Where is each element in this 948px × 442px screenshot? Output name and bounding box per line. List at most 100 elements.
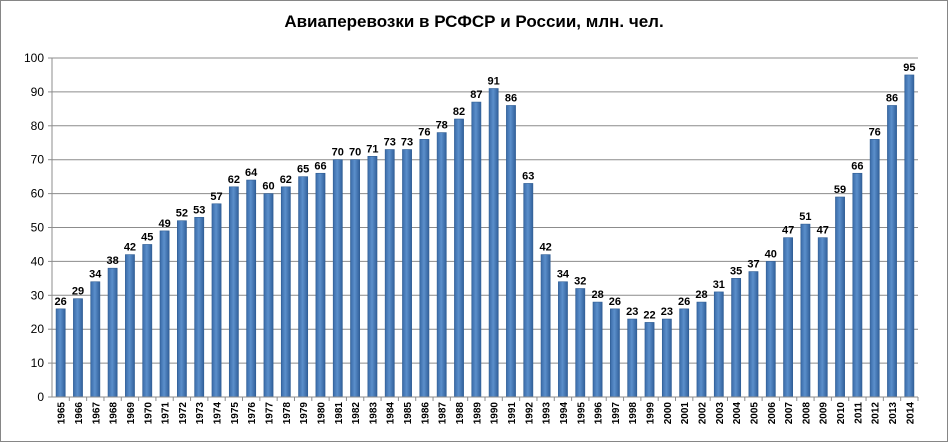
data-label: 91: [488, 76, 500, 88]
bar: [713, 291, 724, 398]
bars: [55, 74, 915, 398]
x-tick-label: 1996: [594, 402, 605, 425]
data-label: 38: [106, 255, 118, 267]
x-tick-label: 1975: [230, 402, 241, 425]
bar: [298, 176, 309, 398]
data-label: 40: [765, 248, 777, 260]
bar: [592, 301, 603, 398]
x-tick-label: 2014: [905, 402, 916, 425]
x-tick-label: 2003: [715, 402, 726, 425]
x-tick-label: 1978: [282, 402, 293, 425]
x-tick-label: 1997: [611, 402, 622, 425]
x-tick-label: 1995: [576, 402, 587, 425]
bar: [852, 172, 863, 398]
bar: [177, 220, 187, 398]
data-label: 73: [401, 137, 413, 149]
x-tick-label: 1973: [195, 402, 206, 425]
data-label: 71: [366, 143, 378, 155]
bar: [73, 298, 83, 398]
bar: [367, 156, 378, 398]
x-tick-label: 1974: [213, 402, 224, 425]
bar: [661, 318, 672, 398]
bar: [419, 139, 430, 398]
x-tick-label: 1993: [542, 402, 553, 425]
bar: [211, 203, 222, 398]
data-label: 26: [678, 296, 690, 308]
data-label: 52: [176, 208, 188, 220]
data-label: 76: [869, 126, 881, 138]
bar: [765, 261, 776, 398]
x-tick-label: 1966: [74, 402, 85, 425]
x-tick-label: 1981: [334, 402, 345, 425]
x-tick-label: 1994: [559, 402, 570, 425]
bar: [125, 254, 135, 398]
data-label: 29: [72, 286, 84, 298]
data-label: 42: [124, 242, 136, 254]
x-tick-label: 1986: [420, 402, 431, 425]
y-tick-label: 10: [31, 356, 45, 370]
x-tick-label: 1976: [247, 402, 258, 425]
x-tick-label: 1967: [91, 402, 102, 425]
x-tick-label: 1989: [472, 402, 483, 425]
data-label: 66: [314, 160, 326, 172]
y-axis-ticks: 0 10 20 30 40 50 60 70 80 90 100: [24, 51, 52, 404]
data-labels: 26 29 34 38 42 45 49 52 53 57 62 64 60 62 65 66 70 70 71 73…: [55, 62, 916, 321]
x-tick-label: 1970: [143, 402, 154, 425]
data-label: 82: [453, 106, 465, 118]
data-label: 60: [262, 181, 274, 193]
x-tick-label: 1999: [646, 402, 657, 425]
x-tick-label: 1985: [403, 402, 414, 425]
x-tick-label: 1983: [368, 402, 379, 425]
data-label: 53: [193, 204, 205, 216]
data-label: 28: [591, 289, 603, 301]
data-label: 28: [695, 289, 707, 301]
bar: [194, 217, 205, 398]
y-tick-label: 40: [31, 254, 45, 268]
data-label: 26: [55, 296, 67, 308]
y-tick-label: 0: [37, 390, 44, 404]
x-tick-label: 2010: [836, 402, 847, 425]
x-tick-label: 2008: [801, 402, 812, 425]
data-label: 37: [747, 259, 759, 271]
data-label: 70: [349, 147, 361, 159]
bar: [471, 101, 482, 398]
bar: [904, 74, 915, 398]
bar: [384, 149, 395, 398]
bar: [869, 139, 880, 398]
bar: [679, 308, 690, 398]
data-label: 35: [730, 265, 742, 277]
bar: [575, 288, 586, 398]
bar: [350, 159, 360, 398]
bar: [454, 118, 464, 398]
x-tick-label: 1979: [299, 402, 310, 425]
x-tick-label: 2000: [663, 402, 674, 425]
data-label: 31: [713, 279, 725, 291]
data-label: 95: [903, 62, 915, 74]
bar: [748, 271, 759, 398]
x-tick-label: 1984: [386, 402, 397, 425]
x-tick-label: 1969: [126, 402, 137, 425]
data-label: 23: [661, 306, 673, 318]
bar: [887, 105, 897, 398]
bar: [228, 186, 239, 398]
data-label: 45: [141, 231, 153, 243]
data-label: 66: [851, 160, 863, 172]
chart-title: Авиаперевозки в РСФСР и России, млн. чел…: [284, 12, 664, 31]
bar: [436, 132, 447, 398]
y-tick-label: 30: [31, 288, 45, 302]
bar: [246, 179, 257, 398]
bar: [523, 183, 534, 398]
x-tick-label: 1968: [109, 402, 120, 425]
x-tick-label: 1998: [628, 402, 639, 425]
data-label: 64: [245, 167, 258, 179]
bar: [783, 237, 793, 398]
y-tick-label: 70: [31, 153, 45, 167]
x-tick-label: 2006: [767, 402, 778, 425]
data-label: 59: [834, 184, 846, 196]
data-label: 23: [626, 306, 638, 318]
data-label: 76: [418, 126, 430, 138]
x-tick-label: 1977: [265, 402, 276, 425]
x-tick-label: 2012: [871, 402, 882, 425]
bar: [142, 244, 153, 398]
